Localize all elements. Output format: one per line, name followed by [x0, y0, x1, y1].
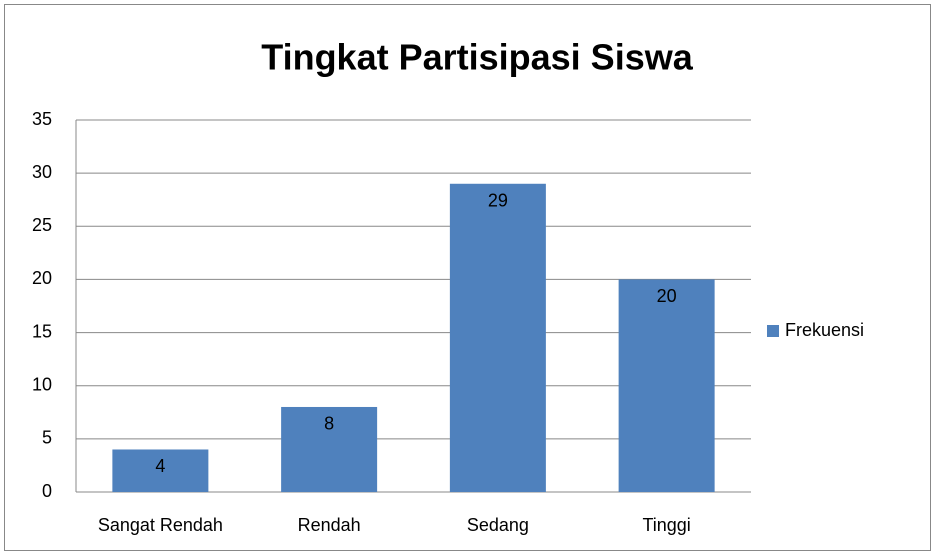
y-tick-label: 20 — [32, 268, 52, 288]
x-tick-label: Rendah — [298, 515, 361, 535]
y-tick-label: 35 — [32, 109, 52, 129]
y-tick-label: 15 — [32, 321, 52, 341]
bar — [618, 279, 715, 492]
data-label: 4 — [155, 456, 165, 476]
bar — [449, 183, 546, 492]
data-label: 29 — [488, 191, 508, 211]
y-tick-label: 30 — [32, 162, 52, 182]
x-tick-label: Tinggi — [642, 515, 690, 535]
legend-swatch — [767, 325, 779, 337]
legend-label: Frekuensi — [785, 320, 864, 340]
x-tick-label: Sedang — [467, 515, 529, 535]
y-tick-label: 5 — [42, 428, 52, 448]
x-tick-label: Sangat Rendah — [98, 515, 223, 535]
data-label: 20 — [657, 286, 677, 306]
data-label: 8 — [324, 414, 334, 434]
y-tick-label: 25 — [32, 215, 52, 235]
y-tick-label: 10 — [32, 374, 52, 394]
y-tick-label: 0 — [42, 481, 52, 501]
bar — [281, 406, 378, 492]
chart-title: Tingkat Partisipasi Siswa — [261, 37, 693, 78]
bar — [112, 449, 209, 492]
